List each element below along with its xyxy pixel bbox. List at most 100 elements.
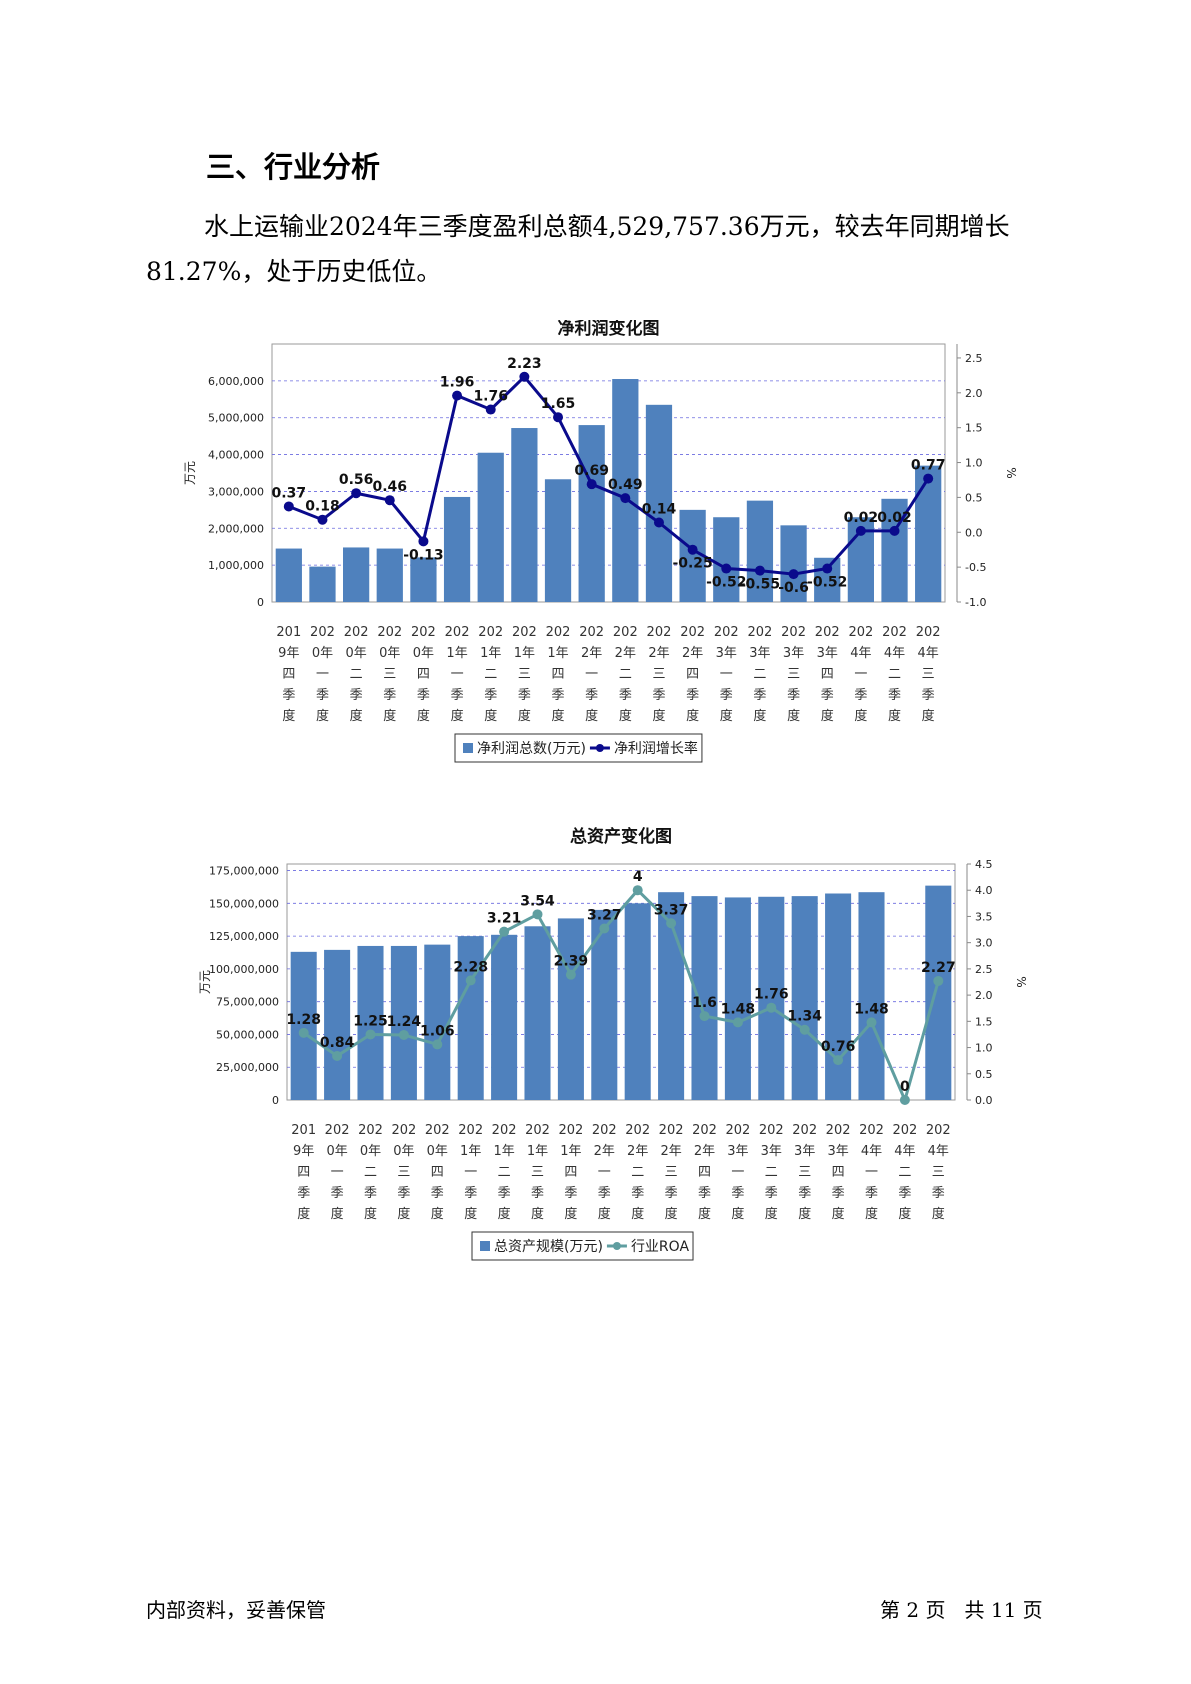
x-tick-label: 202 <box>826 1123 851 1138</box>
x-tick-label: 201 <box>291 1123 316 1138</box>
bar <box>791 896 818 1100</box>
x-tick-label: 季 <box>383 688 396 703</box>
line-point <box>699 1011 710 1022</box>
line-point <box>923 473 934 484</box>
x-tick-label: 一 <box>854 667 867 682</box>
data-label: 0.77 <box>911 458 946 474</box>
y-right-tick-label: 2.5 <box>975 963 993 976</box>
x-tick-label: 度 <box>888 708 901 724</box>
y-right-tick-label: -1.0 <box>965 596 986 609</box>
x-tick-label: 季 <box>464 1186 477 1201</box>
line-point <box>754 565 765 576</box>
x-tick-label: 202 <box>859 1123 884 1138</box>
x-tick-label: 202 <box>592 1123 617 1138</box>
x-tick-label: 季 <box>297 1186 310 1201</box>
x-tick-label: 二 <box>753 667 766 682</box>
x-tick-label: 202 <box>512 625 537 640</box>
bar <box>780 525 807 602</box>
x-tick-label: 2年 <box>648 646 669 661</box>
x-tick-label: 二 <box>498 1165 511 1180</box>
data-label: 0.02 <box>877 510 912 526</box>
bar <box>390 945 417 1100</box>
data-label: 3.37 <box>654 902 689 918</box>
bar <box>915 465 942 602</box>
x-tick-label: 度 <box>652 708 665 724</box>
line-point <box>632 885 643 896</box>
x-tick-label: 202 <box>492 1123 517 1138</box>
x-tick-label: 202 <box>926 1123 951 1138</box>
x-tick-label: 一 <box>865 1165 878 1180</box>
x-tick-label: 四 <box>552 667 565 682</box>
data-label: 0.14 <box>642 502 677 518</box>
x-tick-label: 2年 <box>682 646 703 661</box>
data-label: 2.28 <box>453 959 488 975</box>
line-series-path <box>302 888 940 1105</box>
bar <box>477 452 504 602</box>
x-tick-label: 202 <box>659 1123 684 1138</box>
x-tick-label: 一 <box>731 1165 744 1180</box>
line-point <box>788 569 799 580</box>
data-label: -0.13 <box>403 547 443 563</box>
x-tick-label: 季 <box>598 1186 611 1201</box>
x-tick-label: 季 <box>922 688 935 703</box>
line-point <box>586 479 597 490</box>
line-point <box>799 1024 810 1035</box>
data-label: 1.28 <box>286 1012 321 1028</box>
x-tick-label: 2年 <box>660 1144 681 1159</box>
x-tick-label: 202 <box>613 625 638 640</box>
bar <box>424 944 451 1100</box>
x-tick-label: 度 <box>364 1206 377 1222</box>
line-point <box>933 975 944 986</box>
data-label: -0.55 <box>740 577 780 593</box>
line-point <box>653 517 664 528</box>
x-tick-label: 三 <box>665 1165 678 1180</box>
y-left-tick-label: 25,000,000 <box>216 1061 279 1074</box>
x-tick-label: 度 <box>316 708 329 724</box>
footer-page-number: 第 2 页 共 11 页 <box>880 1598 1043 1622</box>
line-point <box>452 390 463 401</box>
y-left-tick-label: 1,000,000 <box>208 559 264 572</box>
x-tick-label: 四 <box>431 1165 444 1180</box>
y-left-tick-label: 150,000,000 <box>209 897 279 910</box>
x-tick-label: 4年 <box>894 1144 915 1159</box>
x-tick-label: 季 <box>652 688 665 703</box>
x-tick-label: 202 <box>546 625 571 640</box>
x-tick-label: 202 <box>781 625 806 640</box>
line-point <box>565 969 576 980</box>
y-left-tick-label: 0 <box>272 1094 279 1107</box>
line-point <box>889 525 900 536</box>
data-label: -0.52 <box>706 575 746 591</box>
x-tick-label: 3年 <box>749 646 770 661</box>
x-tick-label: 1年 <box>460 1144 481 1159</box>
x-tick-label: 202 <box>692 1123 717 1138</box>
x-tick-label: 202 <box>391 1123 416 1138</box>
data-label: 1.76 <box>473 389 508 405</box>
x-tick-label: 202 <box>680 625 705 640</box>
x-tick-label: 202 <box>425 1123 450 1138</box>
line-point <box>599 923 610 934</box>
x-tick-label: 二 <box>888 667 901 682</box>
x-tick-label: 202 <box>916 625 941 640</box>
x-tick-label: 季 <box>619 688 632 703</box>
y-right-tick-label: 0.0 <box>965 526 983 539</box>
x-tick-label: 一 <box>331 1165 344 1180</box>
x-tick-label: 季 <box>518 688 531 703</box>
y-left-axis-label: 万元 <box>183 461 197 485</box>
y-left-tick-label: 4,000,000 <box>208 449 264 462</box>
bar <box>713 517 740 602</box>
y-right-tick-label: 1.5 <box>975 1015 993 1028</box>
x-tick-label: 季 <box>431 1186 444 1201</box>
x-tick-label: 度 <box>282 708 295 724</box>
x-tick-label: 度 <box>383 708 396 724</box>
x-tick-label: 0年 <box>312 646 333 661</box>
x-tick-label: 202 <box>344 625 369 640</box>
x-tick-label: 1年 <box>560 1144 581 1159</box>
data-label: 1.06 <box>420 1023 455 1039</box>
x-tick-label: 3年 <box>827 1144 848 1159</box>
x-tick-label: 四 <box>821 667 834 682</box>
x-tick-label: 度 <box>832 1206 845 1222</box>
x-tick-label: 202 <box>358 1123 383 1138</box>
legend-box <box>471 1231 694 1261</box>
y-left-tick-label: 75,000,000 <box>216 996 279 1009</box>
line-point <box>666 918 677 929</box>
